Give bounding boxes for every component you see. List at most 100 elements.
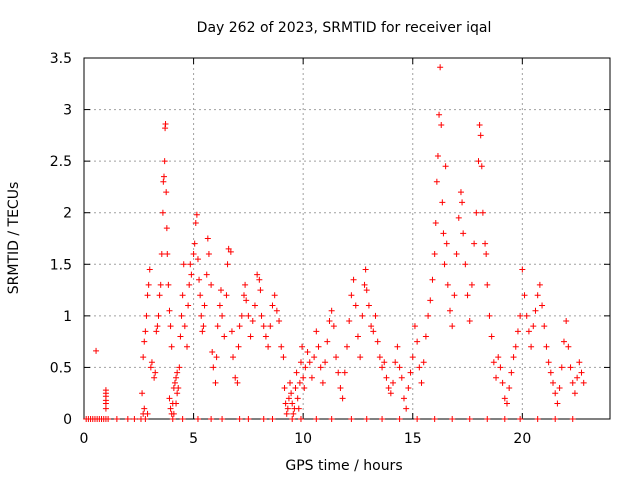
data-point	[216, 302, 223, 309]
data-point	[225, 245, 232, 252]
data-point	[144, 292, 151, 299]
data-point	[230, 354, 237, 361]
data-point	[232, 374, 239, 381]
y-tick-label: 2	[63, 206, 72, 222]
data-point	[442, 163, 449, 170]
data-point	[212, 379, 219, 386]
data-point	[543, 343, 550, 350]
data-point	[304, 348, 311, 355]
data-point	[190, 250, 197, 257]
data-point	[462, 261, 469, 268]
data-point	[326, 318, 333, 325]
data-point	[313, 328, 320, 335]
data-point	[328, 416, 335, 422]
data-point	[539, 302, 546, 309]
data-point	[455, 214, 462, 221]
data-point	[154, 323, 161, 330]
data-point	[290, 410, 297, 417]
data-point	[528, 343, 535, 350]
data-point	[174, 369, 181, 376]
data-point	[453, 250, 460, 257]
data-point	[243, 297, 250, 304]
data-point	[418, 379, 425, 386]
data-point	[556, 385, 563, 392]
data-point	[363, 416, 370, 422]
data-point	[213, 354, 220, 361]
data-point	[179, 292, 186, 299]
data-point	[521, 292, 528, 299]
data-point	[152, 369, 159, 376]
data-point	[444, 281, 451, 288]
data-point	[224, 261, 231, 268]
data-point	[315, 343, 322, 350]
data-point	[484, 416, 491, 422]
data-point	[273, 307, 280, 314]
data-point	[475, 158, 482, 165]
data-point	[317, 364, 324, 371]
data-point	[204, 235, 211, 242]
data-point	[503, 400, 510, 407]
x-tick-label: 10	[294, 431, 312, 447]
data-point	[180, 261, 187, 268]
data-point	[282, 400, 289, 407]
data-point	[398, 374, 405, 381]
data-point	[296, 379, 303, 386]
data-point	[187, 261, 194, 268]
data-point	[281, 385, 288, 392]
data-point	[438, 122, 445, 129]
data-point	[262, 333, 269, 340]
data-point	[234, 379, 241, 386]
data-point	[396, 364, 403, 371]
data-point	[554, 400, 561, 407]
data-point	[354, 333, 361, 340]
y-tick-label: 3.5	[50, 51, 72, 67]
y-tick-label: 1.5	[50, 257, 72, 273]
data-point	[457, 189, 464, 196]
data-point	[299, 343, 306, 350]
data-point	[200, 323, 207, 330]
data-point	[468, 281, 475, 288]
data-point	[374, 338, 381, 345]
data-point	[517, 416, 524, 422]
data-point	[534, 416, 541, 422]
data-point	[506, 385, 513, 392]
data-point	[199, 328, 206, 335]
data-point	[247, 333, 254, 340]
data-point	[280, 354, 287, 361]
data-point	[499, 379, 506, 386]
data-point	[348, 416, 355, 422]
y-tick-label: 0	[63, 412, 72, 428]
data-point	[473, 209, 480, 216]
data-point	[414, 338, 421, 345]
data-point	[240, 292, 247, 299]
data-point	[151, 374, 158, 381]
data-point	[344, 343, 350, 350]
data-point	[517, 312, 524, 319]
data-point	[178, 312, 185, 319]
data-point	[208, 416, 215, 422]
data-point	[409, 354, 416, 361]
data-point	[362, 266, 369, 273]
data-point	[260, 416, 267, 422]
data-point	[414, 416, 421, 422]
data-point	[157, 281, 164, 288]
data-point	[357, 354, 364, 361]
data-point	[161, 158, 168, 165]
data-point	[236, 323, 243, 330]
data-point	[139, 390, 146, 397]
data-point	[459, 199, 466, 206]
data-point	[169, 416, 176, 422]
data-point	[175, 385, 182, 392]
data-point	[242, 281, 249, 288]
data-point	[335, 369, 342, 376]
data-point	[563, 318, 570, 325]
data-point	[322, 359, 329, 366]
data-point	[478, 163, 485, 170]
data-point	[238, 312, 245, 319]
data-point	[113, 416, 120, 422]
data-point	[162, 121, 169, 128]
data-point	[569, 416, 576, 422]
data-point	[146, 266, 153, 273]
data-point	[102, 405, 109, 412]
data-point	[185, 302, 192, 309]
